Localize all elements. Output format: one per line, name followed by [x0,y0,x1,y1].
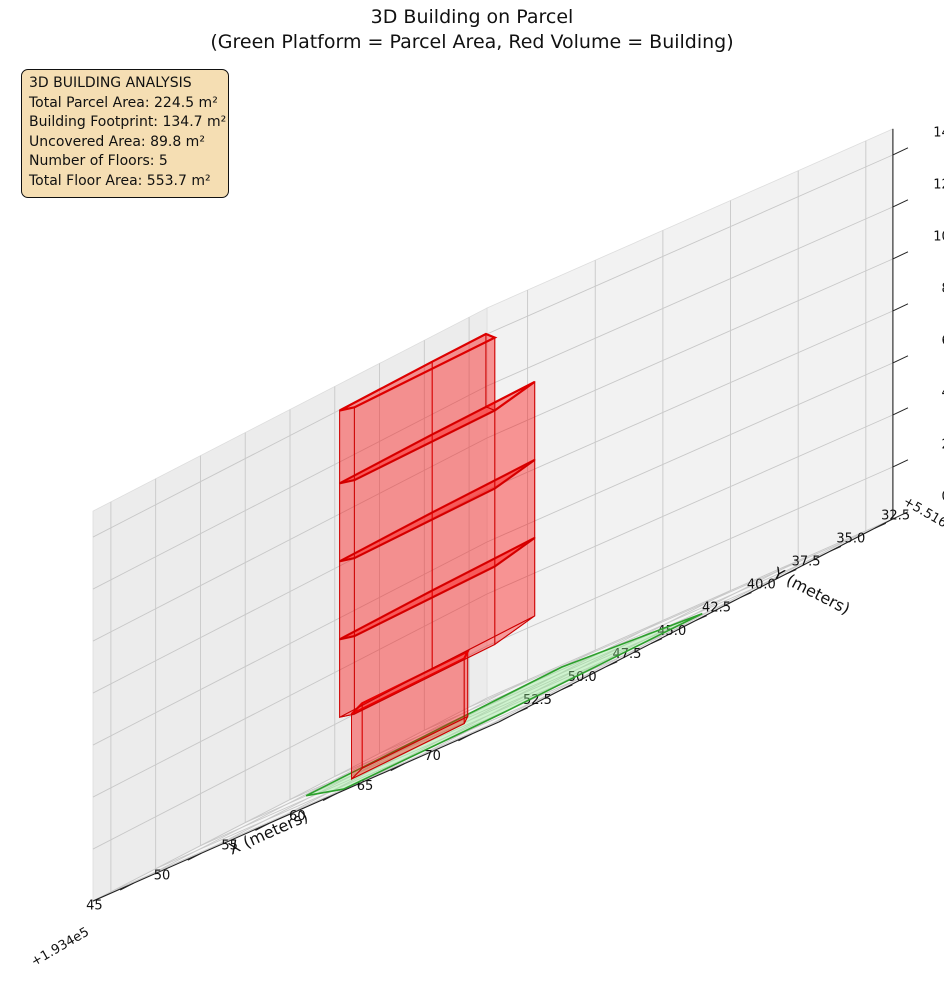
y-tick-mark [785,569,797,575]
floor-side-face [339,635,355,718]
building-floor-5 [339,332,498,485]
parcel-platform [305,612,703,797]
floor-bottom-face [339,406,497,484]
floor-side-face [339,479,355,562]
floor-bottom-face [339,615,535,718]
floor-side-face [339,557,355,640]
z-tick-mark [892,511,909,520]
building-volume [339,332,536,781]
floor-side-face [339,406,355,484]
x-tick-label: 50 [154,869,171,884]
gridline-z [92,385,488,590]
z-tick-label: 10 [933,229,944,244]
y-tick-label: 52.5 [523,693,552,708]
x-tick-label: 60 [289,809,306,824]
gridline-z [92,593,488,798]
y-tick-label: 50.0 [568,670,597,685]
gridline-y [110,712,517,893]
y-tick-label: 32.5 [881,508,910,523]
x-tick-label: 45 [86,898,103,913]
z-tick-label: 6 [942,333,944,348]
y-axis-label: Y (meters) [769,563,853,618]
floor-side-face [463,651,469,724]
info-heading: 3D BUILDING ANALYSIS [29,75,192,91]
gridline-z [486,154,894,335]
z-tick-label: 12 [933,177,944,192]
floor-top-face [339,332,498,412]
info-building-footprint: Building Footprint: 134.7 m² [29,114,227,131]
gridline-z [486,466,894,647]
building-floor-4 [339,380,536,563]
floor-bottom-face [351,715,469,780]
info-number-of-floors: Number of Floors: 5 [29,153,168,170]
x-tick-mark [255,823,270,831]
y-tick-label: 47.5 [613,647,642,662]
z-tick-mark [892,407,909,416]
x-tick-label: 65 [357,779,374,794]
gridline-z [92,437,488,642]
gridline-y [200,666,607,847]
y-tick-mark [695,615,707,621]
info-uncovered-area: Uncovered Area: 89.8 m² [29,133,205,150]
z-tick-mark [892,147,909,156]
gridline-y [468,527,876,708]
gridline-y [424,550,831,731]
info-parcel-area: Total Parcel Area: 224.5 m² [29,94,218,111]
z-tick-label: 2 [942,437,944,452]
z-tick-mark [892,199,909,208]
gridline-z [92,541,488,746]
floor-bottom-face [339,537,535,640]
parcel-polygon [305,612,703,797]
y-tick-label: 40.0 [747,578,776,593]
building-floor-1 [350,649,471,781]
floor-bottom-face [339,459,535,562]
gridline-z [486,362,894,543]
z-tick-mark [892,459,909,468]
floor-top-face [350,649,471,716]
x-axis-line [92,721,500,902]
y-tick-mark [740,592,752,598]
y-tick-label: 35.0 [836,531,865,546]
z-tick-label: 14 [933,125,944,140]
gridline-z [486,310,894,491]
z-tick-mark [892,303,909,312]
z-tick-label: 4 [942,385,944,400]
gridline-z [486,258,894,439]
y-tick-mark [561,684,573,691]
y-tick-mark [516,707,528,714]
info-total-floor-area: Total Floor Area: 553.7 m² [29,172,211,189]
x-tick-label: 70 [424,749,441,764]
x-tick-label: 55 [221,839,238,854]
gridline-z [486,414,894,595]
chart-subtitle: (Green Platform = Parcel Area, Red Volum… [210,31,734,53]
gridline-y [155,689,562,870]
y-tick-mark [606,661,618,668]
building-floor-3 [339,458,536,641]
chart-title: 3D Building on Parcel [370,6,574,28]
gridline-z [486,206,894,387]
y-tick-mark [650,638,663,644]
z-tick-label: 0 [942,489,944,504]
y-tick-label: 37.5 [792,555,821,570]
gridlines [92,140,894,902]
y-tick-label: 42.5 [702,601,731,616]
floor-side-face [485,333,496,412]
x-tick-mark [119,882,134,891]
x-tick-mark [187,852,202,861]
x-tick-mark [390,763,405,772]
x-tick-mark [322,793,337,801]
gridline-z [486,518,894,699]
x-offset-label: +1.934e5 [29,925,92,970]
gridline-z [92,697,488,902]
y-tick-mark [830,545,842,552]
z-tick-label: 8 [942,281,944,296]
gridline-y [379,573,786,754]
z-tick-mark [892,355,909,364]
x-tick-mark [458,733,473,742]
analysis-info-box: 3D BUILDING ANALYSIS Total Parcel Area: … [21,69,229,198]
y-tick-mark [874,522,887,529]
z-tick-mark [892,251,909,260]
